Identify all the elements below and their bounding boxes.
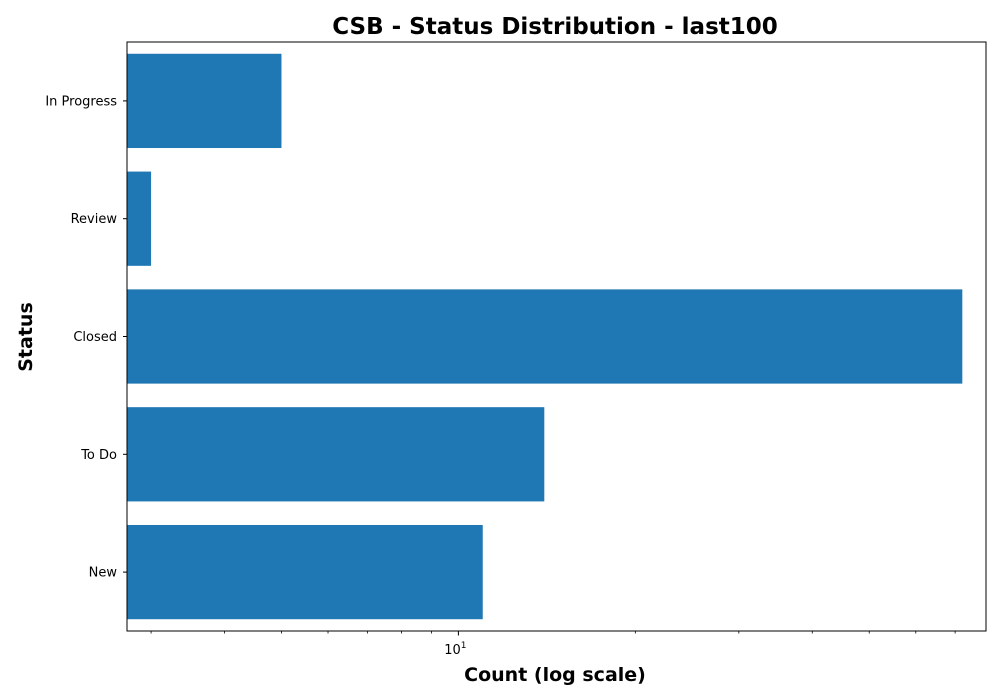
x-axis-ticks: 101	[150, 631, 956, 658]
bar-closed	[127, 289, 963, 384]
x-axis-title: Count (log scale)	[464, 664, 646, 686]
x-tick-label: 101	[444, 641, 466, 658]
bar-in-progress	[127, 53, 282, 149]
bar-new	[127, 524, 483, 620]
bar-to-do	[127, 407, 545, 502]
chart-title: CSB - Status Distribution - last100	[332, 14, 778, 40]
plot-frame	[126, 41, 987, 632]
y-tick-label-in-progress: In Progress	[45, 94, 117, 109]
bar-review	[127, 171, 152, 266]
y-tick-label-to-do: To Do	[80, 448, 117, 463]
x-tick-label-exponent: 1	[461, 641, 467, 651]
y-axis-ticks: New To Do Closed Review In Progress	[45, 94, 127, 581]
y-tick-label-review: Review	[71, 212, 118, 227]
y-tick-label-closed: Closed	[73, 330, 117, 345]
bars-group	[127, 53, 963, 620]
y-axis-title: Status	[15, 302, 37, 372]
y-tick-label-new: New	[89, 566, 118, 581]
